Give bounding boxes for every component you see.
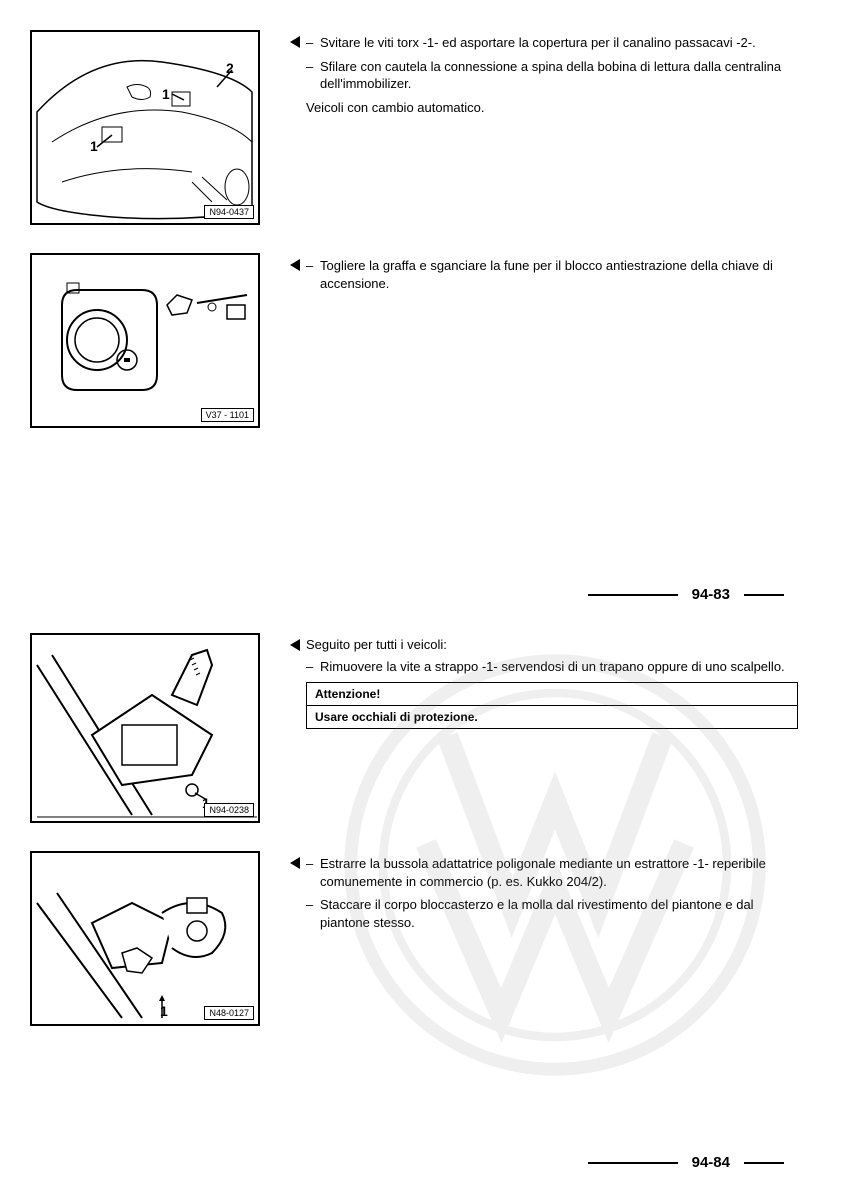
warning-box: Attenzione! Usare occhiali di protezione…	[306, 682, 798, 729]
warning-title: Attenzione!	[307, 683, 797, 706]
instruction-step: – Estrarre la bussola adattatrice poligo…	[306, 855, 798, 890]
figure-code: N94-0238	[204, 803, 254, 817]
instruction-section-3: 1 N94-0238 Seguito per tutti i veicoli: …	[30, 633, 798, 831]
pointer-arrow-icon	[290, 36, 300, 48]
callout-2: 2	[226, 60, 234, 76]
callout-1: 1	[160, 1003, 168, 1019]
pointer-arrow-icon	[290, 639, 300, 651]
instruction-step: – Togliere la graffa e sganciare la fune…	[306, 257, 798, 292]
instruction-step: – Sfilare con cautela la connessione a s…	[306, 58, 798, 93]
page-number-row-2: 94-84	[30, 1154, 798, 1171]
figure-code: N94-0437	[204, 205, 254, 219]
section-heading: Seguito per tutti i veicoli:	[306, 637, 798, 652]
figure-code: N48-0127	[204, 1006, 254, 1020]
warning-body: Usare occhiali di protezione.	[307, 706, 797, 728]
page-number: 94-83	[692, 586, 730, 603]
figure-n94-0238: 1 N94-0238	[30, 633, 260, 823]
figure-v37-1101: V37 - 1101	[30, 253, 260, 428]
page-number-row-1: 94-83	[30, 586, 798, 603]
instruction-step: – Svitare le viti torx -1- ed asportare …	[306, 34, 798, 52]
figure-n48-0127: 1 N48-0127	[30, 851, 260, 1026]
instruction-section-2: V37 - 1101 – Togliere la graffa e sganci…	[30, 253, 798, 436]
instruction-section-4: 1 N48-0127 – Estrarre la bussola adattat…	[30, 851, 798, 1034]
pointer-arrow-icon	[290, 857, 300, 869]
instruction-step: – Rimuovere la vite a strappo -1- serven…	[306, 658, 798, 676]
pointer-arrow-icon	[290, 259, 300, 271]
figure-code: V37 - 1101	[201, 408, 254, 422]
figure-n94-0437: 1 1 2 N94-0437	[30, 30, 260, 225]
instruction-section-1: 1 1 2 N94-0437 – Svitare le viti torx -1…	[30, 30, 798, 233]
vehicle-note: Veicoli con cambio automatico.	[306, 99, 798, 117]
callout-1a: 1	[90, 138, 98, 154]
page-number: 94-84	[692, 1154, 730, 1171]
callout-1b: 1	[162, 86, 170, 102]
instruction-step: – Staccare il corpo bloccasterzo e la mo…	[306, 896, 798, 931]
